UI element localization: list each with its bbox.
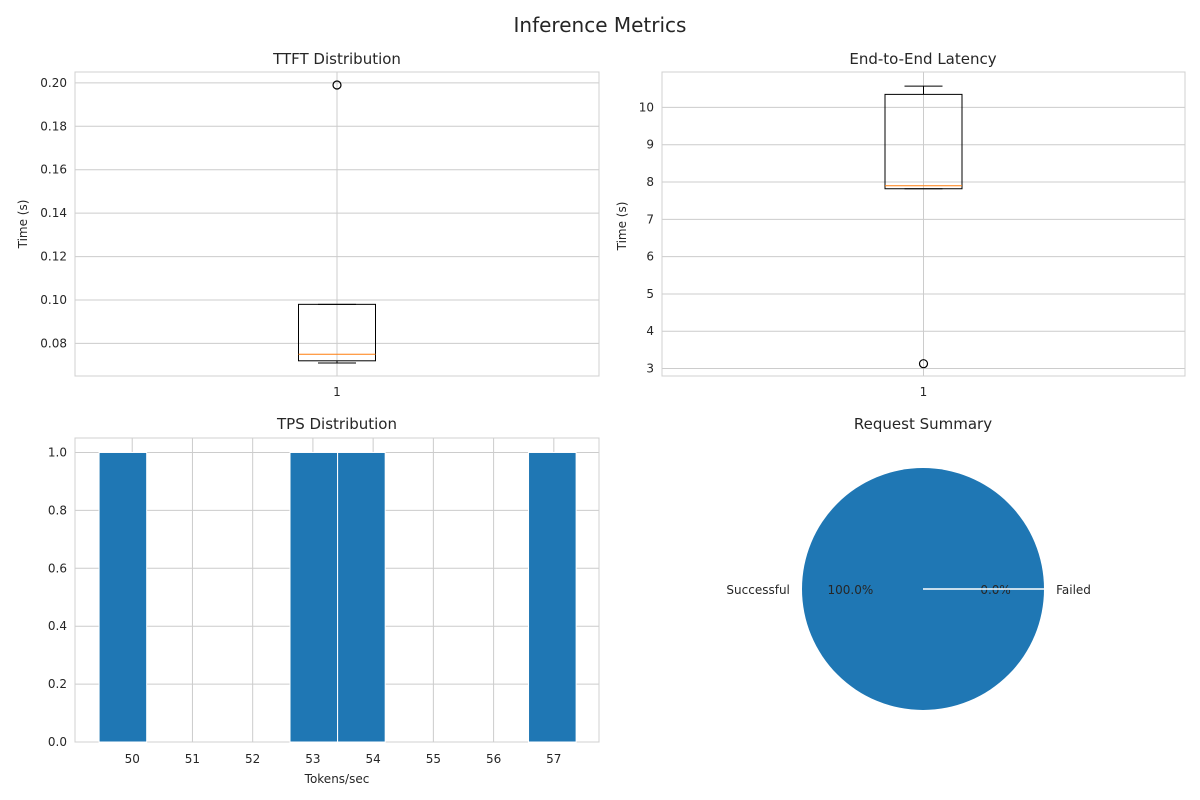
tps-ytick-label: 0.6 xyxy=(48,561,67,575)
latency-ytick-label: 9 xyxy=(646,138,654,152)
ttft-ylabel: Time (s) xyxy=(16,200,30,250)
latency-ytick-label: 3 xyxy=(646,362,654,376)
pie-title: Request Summary xyxy=(854,415,992,433)
pie-label-failed: Failed xyxy=(1056,583,1091,597)
pie-label-successful: Successful xyxy=(726,583,789,597)
pie-pct-successful: 100.0% xyxy=(828,583,874,597)
ttft-ytick-label: 0.12 xyxy=(40,250,67,264)
latency-ytick-label: 5 xyxy=(646,287,654,301)
latency-ytick-label: 6 xyxy=(646,250,654,264)
ttft-title: TTFT Distribution xyxy=(272,50,401,68)
tps-xtick-label: 57 xyxy=(546,752,561,766)
latency-outlier-point xyxy=(918,359,929,369)
tps-xtick-label: 51 xyxy=(185,752,200,766)
tps-title: TPS Distribution xyxy=(276,415,397,433)
ttft-axes-frame xyxy=(74,71,600,377)
latency-axes-frame xyxy=(661,71,1186,377)
pie-pct-failed: 0.0% xyxy=(980,583,1011,597)
tps-ytick-label: 0.2 xyxy=(48,677,67,691)
tps-xtick-label: 53 xyxy=(305,752,320,766)
latency-ylabel: Time (s) xyxy=(615,202,629,252)
latency-ytick-label: 10 xyxy=(639,100,654,114)
tps-ytick-label: 0.0 xyxy=(48,735,67,749)
tps-xlabel: Tokens/sec xyxy=(304,772,370,786)
tps-bar xyxy=(98,451,148,743)
latency-title: End-to-End Latency xyxy=(849,50,996,68)
tps-xtick-label: 55 xyxy=(426,752,441,766)
latency-iqr-box xyxy=(884,93,963,190)
tps-histogram-panel: TPS Distribution Tokens/sec 0.0 0.2 0.4 0.6… xyxy=(48,415,600,786)
tps-bar xyxy=(289,451,339,743)
latency-box-panel: End-to-End Latency Time (s) 3 4 5 6 7 8 9 10 1 xyxy=(615,50,1186,399)
ttft-ytick-label: 0.14 xyxy=(40,206,67,220)
ttft-ytick-label: 0.18 xyxy=(40,119,67,133)
tps-xtick-label: 56 xyxy=(486,752,501,766)
tps-ytick-label: 1.0 xyxy=(48,445,67,459)
ttft-outlier-point xyxy=(332,80,342,90)
ttft-ytick-label: 0.08 xyxy=(40,336,67,350)
tps-ytick-label: 0.8 xyxy=(48,503,67,517)
ttft-box-panel: TTFT Distribution Time (s) 0.08 0.10 0.12 0… xyxy=(16,50,600,399)
tps-ytick-label: 0.4 xyxy=(48,619,67,633)
latency-xtick-label: 1 xyxy=(920,385,928,399)
ttft-ytick-label: 0.20 xyxy=(40,76,67,90)
latency-ytick-label: 4 xyxy=(646,324,654,338)
tps-xtick-label: 52 xyxy=(245,752,260,766)
latency-ytick-label: 7 xyxy=(646,212,654,226)
tps-bar xyxy=(528,451,577,743)
ttft-iqr-box xyxy=(298,303,376,362)
ttft-xtick-label: 1 xyxy=(333,385,341,399)
tps-xtick-label: 50 xyxy=(125,752,140,766)
request-pie-panel: Request Summary Successful 100.0% Failed 0.… xyxy=(726,415,1091,710)
tps-xtick-label: 54 xyxy=(365,752,380,766)
ttft-ytick-label: 0.10 xyxy=(40,293,67,307)
tps-bar xyxy=(337,451,386,743)
ttft-ytick-label: 0.16 xyxy=(40,163,67,177)
figure-title: Inference Metrics xyxy=(514,13,687,37)
latency-ytick-label: 8 xyxy=(646,175,654,189)
